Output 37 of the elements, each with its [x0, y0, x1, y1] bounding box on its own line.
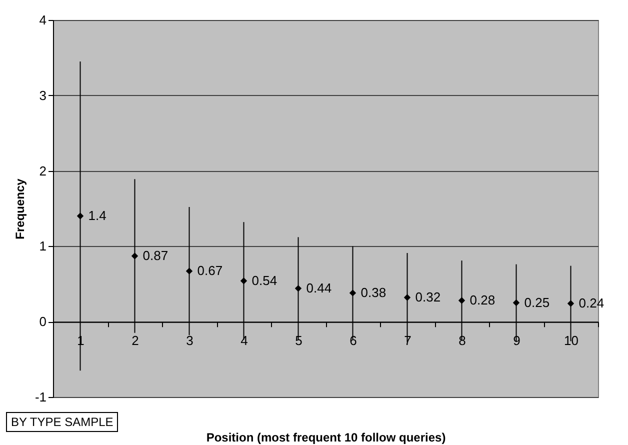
x-tick-label: 5	[295, 333, 302, 348]
data-label: 0.87	[142, 248, 168, 263]
x-tick-label: 8	[458, 333, 466, 348]
point	[349, 290, 356, 296]
x-tick-label: 9	[513, 333, 520, 348]
y-tick-label: 3	[39, 88, 46, 103]
point	[404, 294, 411, 301]
point	[567, 300, 574, 307]
y-tick-label: 2	[39, 163, 46, 178]
point	[240, 278, 248, 284]
x-tick-label: 4	[240, 333, 248, 348]
point	[512, 299, 520, 306]
y-tick-label: -1	[34, 390, 46, 404]
x-tick-label: 3	[186, 333, 194, 348]
x-axis-title: Position (most frequent 10 follow queries)	[206, 430, 446, 444]
point	[76, 212, 84, 220]
y-tick-label: 4	[39, 12, 46, 28]
point	[294, 285, 302, 292]
data-label: 0.32	[415, 289, 441, 304]
data-label: 0.67	[197, 263, 223, 278]
data-label: 0.28	[470, 292, 496, 308]
x-tick-label: 10	[564, 333, 578, 348]
data-label: 0.54	[252, 272, 278, 288]
y-axis-title: Frequency	[12, 178, 27, 240]
data-label: 1.4	[88, 208, 106, 224]
point	[131, 252, 138, 260]
data-label: 0.25	[524, 294, 550, 310]
x-tick-label: 6	[350, 333, 357, 348]
text: BY TYPE SAMPLE	[6, 412, 118, 432]
point	[458, 297, 466, 304]
point	[186, 268, 193, 274]
y-tick-label: 1	[39, 238, 46, 254]
y-tick-label: 0	[39, 314, 46, 330]
data-label: 0.24	[578, 296, 604, 311]
x-tick-label: 2	[132, 333, 139, 348]
data-label: 0.44	[306, 280, 332, 296]
data-label: 0.38	[360, 284, 386, 300]
